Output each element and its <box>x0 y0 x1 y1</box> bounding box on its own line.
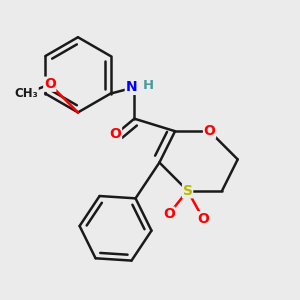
Text: O: O <box>163 207 175 221</box>
Text: CH₃: CH₃ <box>14 87 38 100</box>
Text: S: S <box>183 184 193 198</box>
Text: O: O <box>110 127 122 141</box>
Text: N: N <box>125 80 137 94</box>
Text: H: H <box>143 79 154 92</box>
Text: O: O <box>197 212 209 226</box>
Text: O: O <box>204 124 215 138</box>
Text: O: O <box>44 77 56 91</box>
